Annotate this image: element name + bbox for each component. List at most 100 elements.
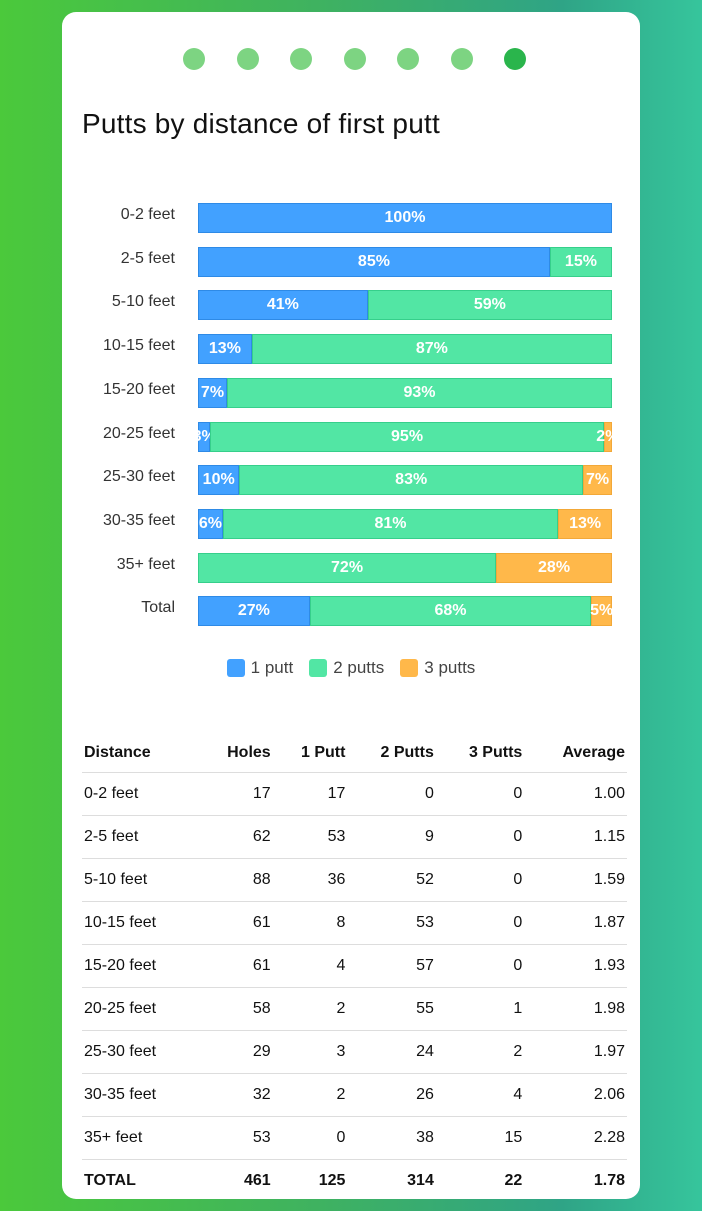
table-cell: 2-5 feet: [82, 815, 200, 859]
bar-segment: 95%: [210, 421, 604, 452]
bar-row: 27% 68% 5%: [198, 596, 612, 627]
table-cell: 32: [199, 1073, 273, 1117]
chart-legend: 1 putt 2 putts 3 putts: [62, 658, 640, 678]
table-cell: 0: [435, 858, 525, 902]
page-dot[interactable]: [450, 48, 473, 70]
bar-segment: 87%: [251, 334, 612, 365]
bar-row: 6% 81% 13%: [198, 508, 612, 539]
table-cell: 0: [272, 1116, 348, 1160]
table-cell: 2: [272, 987, 348, 1031]
column-header: Distance: [82, 734, 200, 773]
bar-row: 41% 59%: [198, 290, 612, 321]
legend-swatch: [309, 659, 328, 677]
category-label: 35+ feet: [116, 555, 175, 573]
legend-item: 2 putts: [309, 658, 384, 678]
legend-label: 3 putts: [424, 658, 476, 677]
table-row: 0-2 feet 17 17 0 0 1.00: [82, 772, 627, 816]
table-cell: 0: [435, 901, 525, 945]
bar-row: 10% 83% 7%: [198, 465, 612, 496]
legend-label: 1 putt: [250, 658, 294, 677]
bar-segment: 100%: [198, 203, 612, 233]
bar-segment: 7%: [583, 465, 612, 496]
column-header: Average: [524, 734, 627, 773]
legend-item: 3 putts: [400, 658, 475, 678]
table-cell: 38: [347, 1116, 436, 1160]
bar-row: 3%95%2%: [198, 421, 612, 452]
table-cell: 1.59: [524, 858, 627, 902]
table-total-row: TOTAL 461 125 314 22 1.78: [82, 1160, 627, 1200]
table-cell: 4: [272, 944, 348, 988]
column-header: 3 Putts: [435, 734, 525, 773]
table-cell: 26: [347, 1073, 436, 1117]
bar-segment: 41%: [198, 290, 368, 321]
legend-label: 2 putts: [333, 658, 385, 677]
table-cell: 8: [272, 901, 348, 945]
table-cell: 2.28: [524, 1116, 627, 1160]
table-cell: 20-25 feet: [82, 987, 200, 1031]
page-dot[interactable]: [290, 48, 312, 70]
page-indicator: [62, 48, 640, 70]
table-row: 10-15 feet 61 8 53 0 1.87: [82, 901, 627, 945]
table-cell: 1.87: [524, 901, 627, 945]
table-cell: 461: [243, 1172, 271, 1189]
table-cell: 1.78: [593, 1172, 625, 1189]
table-cell: 61: [199, 944, 273, 988]
table-cell: 29: [199, 1030, 273, 1074]
bar-row: 7% 93%: [198, 377, 612, 408]
table-cell: 1.93: [524, 944, 627, 988]
table-cell: 1.98: [524, 987, 627, 1031]
legend-swatch: [400, 659, 419, 677]
table-cell: 30-35 feet: [82, 1073, 200, 1117]
table-cell: 2.06: [524, 1073, 627, 1117]
bar-row: 13% 87%: [198, 334, 612, 365]
page-dot[interactable]: [236, 48, 259, 70]
page-dot[interactable]: [183, 48, 205, 70]
table-row: 20-25 feet 58 2 55 1 1.98: [82, 987, 627, 1031]
legend-item: 1 putt: [226, 658, 294, 678]
table-cell: 0: [347, 772, 436, 816]
bar-segment: 3%: [198, 421, 216, 452]
page-dot[interactable]: [343, 48, 366, 70]
column-header: Holes: [199, 734, 273, 773]
stacked-bar-chart: 0-2 feet 100% 2-5 feet 85% 15% 5-10 feet 41% 59…: [62, 192, 640, 652]
table-cell: 0-2 feet: [82, 772, 200, 816]
bar-segment: 83%: [239, 465, 583, 496]
table-cell: 314: [407, 1172, 434, 1189]
table-cell: 25-30 feet: [82, 1030, 200, 1074]
table-cell: 3: [272, 1030, 348, 1074]
table-cell: 35+ feet: [82, 1116, 200, 1160]
table-cell: 2: [435, 1030, 525, 1074]
table-cell: 53: [272, 815, 348, 859]
table-cell: 10-15 feet: [82, 901, 200, 945]
stats-card: Putts by distance of first putt 0-2 feet…: [62, 12, 640, 1199]
page-dot[interactable]: [504, 48, 526, 70]
table-cell: 0: [435, 815, 525, 859]
bar-segment: 27%: [198, 596, 310, 627]
table-header-row: Distance Holes 1 Putt 2 Putts 3 Putts Average: [82, 734, 627, 773]
table-cell: 88: [199, 858, 273, 902]
table-cell: 58: [199, 987, 273, 1031]
table-cell: 24: [347, 1030, 436, 1074]
table-cell: 0: [435, 944, 525, 988]
bar-row: 72% 28%: [198, 552, 612, 583]
bar-segment: 5%: [590, 596, 612, 627]
bar-segment: 13%: [558, 508, 612, 539]
page-dot[interactable]: [397, 48, 419, 70]
table-cell: 9: [347, 815, 436, 859]
category-label: 30-35 feet: [102, 511, 175, 529]
bar-segment: 28%: [496, 552, 612, 583]
table-cell: 2: [272, 1073, 348, 1117]
legend-swatch: [226, 659, 245, 677]
category-label: 20-25 feet: [102, 424, 175, 442]
table-row: 5-10 feet 88 36 52 0 1.59: [82, 858, 627, 902]
table-cell: 1.97: [524, 1030, 627, 1074]
table-row: 2-5 feet 62 53 9 0 1.15: [82, 815, 627, 859]
category-label: Total: [141, 599, 175, 617]
table-row: 15-20 feet 61 4 57 0 1.93: [82, 944, 627, 988]
bar-segment: 10%: [198, 465, 240, 496]
table-cell: 55: [347, 987, 436, 1031]
table-cell: 62: [199, 815, 273, 859]
table-cell: 15-20 feet: [82, 944, 200, 988]
table-cell: 53: [199, 1116, 273, 1160]
table-cell: TOTAL: [84, 1172, 136, 1189]
